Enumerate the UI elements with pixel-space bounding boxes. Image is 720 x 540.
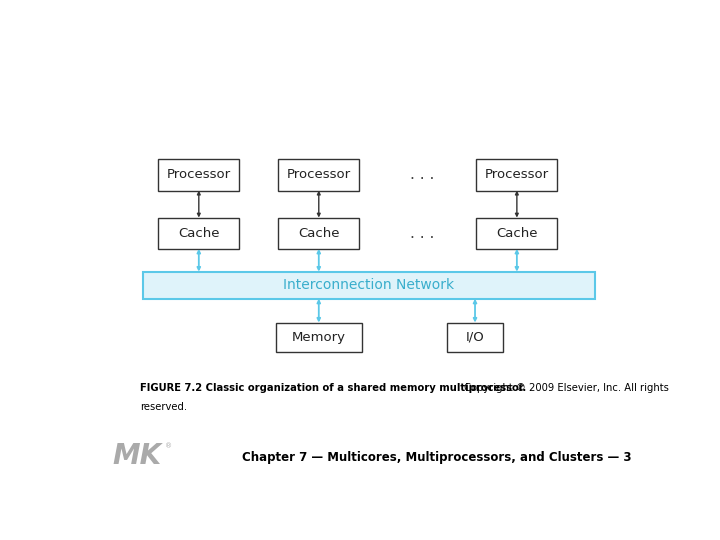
Text: reserved.: reserved. [140,402,187,411]
Text: Cache: Cache [178,227,220,240]
Text: Cache: Cache [298,227,340,240]
Bar [447,322,503,352]
Text: Chapter 7 — Multicores, Multiprocessors, and Clusters — 3: Chapter 7 — Multicores, Multiprocessors,… [242,451,631,464]
Text: Processor: Processor [485,168,549,181]
Text: ®: ® [165,443,171,449]
Text: Processor: Processor [167,168,231,181]
Bar [279,218,359,249]
Text: Memory: Memory [292,330,346,343]
Bar [477,218,557,249]
Bar [276,322,362,352]
Text: Copyright © 2009 Elsevier, Inc. All rights: Copyright © 2009 Elsevier, Inc. All righ… [461,383,669,393]
Text: MK: MK [113,442,162,470]
Text: FIGURE 7.2 Classic organization of a shared memory multiprocessor.: FIGURE 7.2 Classic organization of a sha… [140,383,526,393]
Text: Interconnection Network: Interconnection Network [284,278,454,292]
Bar [143,272,595,299]
Text: I/O: I/O [466,330,485,343]
Text: . . .: . . . [410,226,434,241]
Text: . . .: . . . [410,167,434,183]
Bar [477,159,557,191]
Bar [158,159,239,191]
Text: Processor: Processor [287,168,351,181]
Bar [279,159,359,191]
Text: Cache: Cache [496,227,538,240]
Bar [158,218,239,249]
